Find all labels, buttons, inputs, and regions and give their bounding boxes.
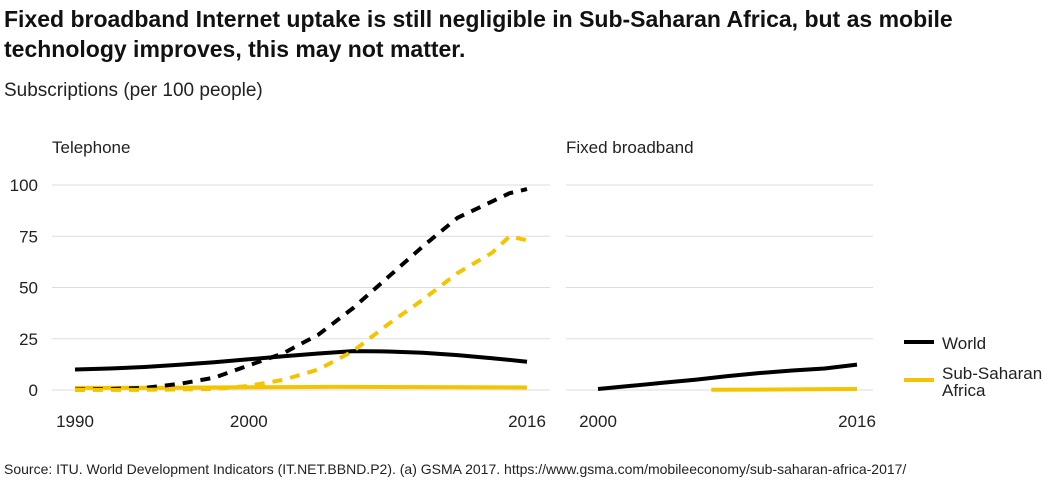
- series-telephone: [74, 187, 528, 392]
- chart-subtitle: Subscriptions (per 100 people): [4, 80, 263, 101]
- y-tick-label: 100: [10, 176, 38, 195]
- grid-telephone: [52, 184, 550, 391]
- x-tick-label: 2016: [838, 412, 876, 431]
- grid-fixed-broadband: [566, 184, 873, 391]
- series-line: [74, 234, 528, 392]
- x-axis-fixed-broadband: 2000 2016: [579, 412, 876, 431]
- y-tick-label: 0: [29, 381, 38, 400]
- legend: World Sub-Saharan Africa: [904, 334, 1042, 400]
- series-fixed-broadband: [597, 362, 858, 392]
- legend-ssa-label-line2: Africa: [942, 381, 986, 400]
- series-line: [74, 384, 528, 390]
- y-tick-label: 75: [19, 227, 38, 246]
- legend-world-label: World: [942, 334, 986, 353]
- panel-title-telephone: Telephone: [52, 138, 130, 157]
- chart-title: Fixed broadband Internet uptake is still…: [4, 6, 953, 62]
- y-tick-label: 50: [19, 279, 38, 298]
- series-line: [74, 187, 528, 392]
- panel-fixed-broadband: Fixed broadband 2000 2016: [566, 138, 876, 431]
- panel-telephone: Telephone 0 25 50 75 100 1990 2000 2016: [10, 138, 550, 431]
- x-axis-telephone: 1990 2000 2016: [56, 412, 546, 431]
- x-tick-label: 1990: [56, 412, 94, 431]
- series-line: [74, 349, 528, 372]
- x-tick-label: 2016: [508, 412, 546, 431]
- y-axis-telephone: 0 25 50 75 100: [10, 176, 38, 400]
- series-line: [711, 387, 858, 392]
- x-tick-label: 2000: [579, 412, 617, 431]
- series-line: [597, 362, 858, 391]
- y-tick-label: 25: [19, 330, 38, 349]
- panel-title-fixed-broadband: Fixed broadband: [566, 138, 694, 157]
- legend-ssa-label-line1: Sub-Saharan: [942, 364, 1042, 383]
- x-tick-label: 2000: [230, 412, 268, 431]
- source-note: Source: ITU. World Development Indicator…: [4, 461, 907, 477]
